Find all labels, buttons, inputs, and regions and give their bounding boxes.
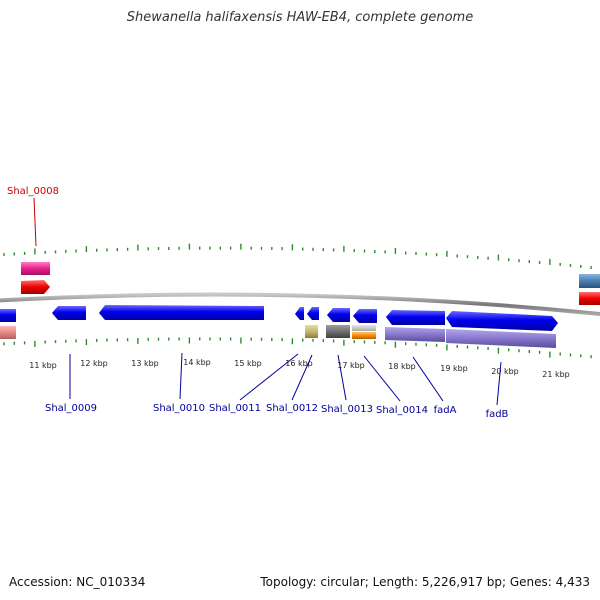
gene-shal-0014[interactable] — [353, 309, 377, 323]
feature-pink[interactable] — [21, 262, 50, 275]
topology-text: Topology: circular; Length: 5,226,917 bp… — [260, 575, 590, 589]
leader-shal-0011 — [239, 353, 299, 401]
gene-label-shal-0009[interactable]: Shal_0009 — [45, 403, 97, 414]
feature-orange[interactable] — [352, 332, 376, 339]
accession-text: Accession: NC_010334 — [9, 575, 146, 589]
gene-shal-0009[interactable] — [52, 306, 86, 320]
gene-label-shal-0014[interactable]: Shal_0014 — [376, 405, 428, 416]
kbp-label: 15 kbp — [234, 359, 262, 368]
leader-shal-0010 — [179, 352, 183, 400]
gene-shal-0011[interactable] — [295, 307, 304, 320]
feature-lavender-b[interactable] — [446, 329, 556, 348]
kbp-label: 20 kbp — [491, 367, 519, 376]
gene-label-fadb[interactable]: fadB — [486, 409, 509, 420]
gene-label-shal-0011[interactable]: Shal_0011 — [209, 403, 261, 414]
leader-shal-0008 — [33, 197, 37, 247]
map-title: Shewanella halifaxensis HAW-EB4, complet… — [126, 10, 474, 25]
gene-label-shal-0012[interactable]: Shal_0012 — [266, 403, 318, 414]
gene-shal-0010[interactable] — [99, 305, 264, 320]
feature-steelblue[interactable] — [579, 274, 600, 288]
leader-shal-0013 — [337, 354, 347, 401]
kbp-label: 11 kbp — [29, 361, 57, 370]
kbp-label: 18 kbp — [388, 362, 416, 371]
gene-labels: Shal_0008 Shal_0009 Shal_0010 Shal_0011 … — [7, 186, 509, 420]
feature-lavender-a[interactable] — [385, 327, 445, 342]
kbp-axis-labels: 11 kbp 12 kbp 13 kbp 14 kbp 15 kbp 16 kb… — [29, 358, 570, 379]
leader-fadb — [496, 361, 502, 406]
feature-salmon[interactable] — [0, 326, 16, 339]
feature-khaki[interactable] — [305, 325, 318, 338]
inner-tick-row — [3, 337, 592, 359]
gene-label-shal-0013[interactable]: Shal_0013 — [321, 404, 373, 415]
kbp-label: 13 kbp — [131, 359, 159, 368]
leader-shal-0014 — [363, 355, 401, 402]
leader-fada — [412, 356, 444, 402]
feature-silver[interactable] — [352, 325, 376, 331]
kbp-label: 12 kbp — [80, 359, 108, 368]
kbp-label: 19 kbp — [440, 364, 468, 373]
leader-shal-0012 — [291, 354, 313, 401]
gene-shal-0012[interactable] — [307, 307, 319, 320]
gene-label-fada[interactable]: fadA — [434, 405, 457, 416]
feature-red-right[interactable] — [579, 292, 600, 305]
genome-backbone — [0, 292, 600, 317]
gene-shal-0013[interactable] — [327, 308, 350, 322]
kbp-label: 14 kbp — [183, 358, 211, 367]
gene-label-shal-0008[interactable]: Shal_0008 — [7, 186, 59, 197]
gene-fadb[interactable] — [446, 311, 558, 331]
feature-gray[interactable] — [326, 325, 350, 338]
kbp-label: 16 kbp — [285, 359, 313, 368]
outer-tick-row — [3, 243, 592, 269]
gene-fada[interactable] — [386, 310, 445, 325]
feature-red-arrow[interactable] — [21, 280, 50, 294]
kbp-label: 21 kbp — [542, 370, 570, 379]
gene-edge-left[interactable] — [0, 309, 16, 322]
gene-label-shal-0010[interactable]: Shal_0010 — [153, 403, 205, 414]
kbp-label: 17 kbp — [337, 361, 365, 370]
label-leaders — [33, 197, 502, 406]
